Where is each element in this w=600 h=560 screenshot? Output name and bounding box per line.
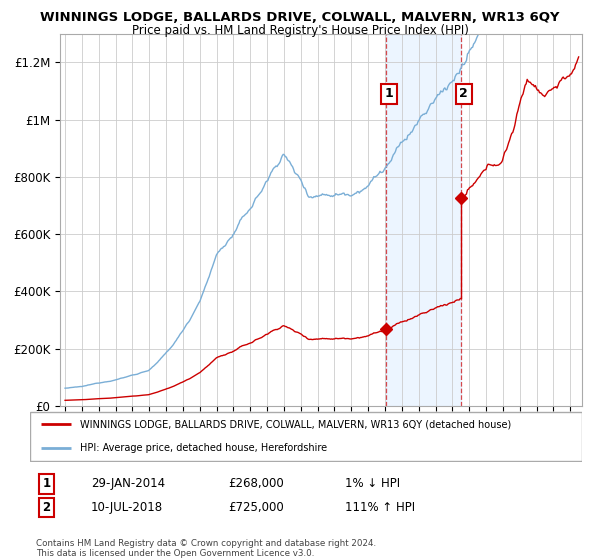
Text: 10-JUL-2018: 10-JUL-2018 bbox=[91, 501, 163, 514]
Text: 1: 1 bbox=[43, 477, 50, 491]
Text: Contains HM Land Registry data © Crown copyright and database right 2024.
This d: Contains HM Land Registry data © Crown c… bbox=[35, 539, 376, 558]
Text: £725,000: £725,000 bbox=[229, 501, 284, 514]
Text: 1% ↓ HPI: 1% ↓ HPI bbox=[344, 477, 400, 491]
Text: 2: 2 bbox=[460, 87, 468, 100]
Text: 29-JAN-2014: 29-JAN-2014 bbox=[91, 477, 165, 491]
Bar bbox=[386, 34, 461, 406]
Text: WINNINGS LODGE, BALLARDS DRIVE, COLWALL, MALVERN, WR13 6QY (detached house): WINNINGS LODGE, BALLARDS DRIVE, COLWALL,… bbox=[80, 419, 511, 430]
Text: 111% ↑ HPI: 111% ↑ HPI bbox=[344, 501, 415, 514]
Text: 2: 2 bbox=[43, 501, 50, 514]
Text: Price paid vs. HM Land Registry's House Price Index (HPI): Price paid vs. HM Land Registry's House … bbox=[131, 24, 469, 36]
Text: WINNINGS LODGE, BALLARDS DRIVE, COLWALL, MALVERN, WR13 6QY: WINNINGS LODGE, BALLARDS DRIVE, COLWALL,… bbox=[40, 11, 560, 24]
Text: £268,000: £268,000 bbox=[229, 477, 284, 491]
Text: HPI: Average price, detached house, Herefordshire: HPI: Average price, detached house, Here… bbox=[80, 443, 327, 453]
Text: 1: 1 bbox=[385, 87, 393, 100]
FancyBboxPatch shape bbox=[30, 412, 582, 461]
